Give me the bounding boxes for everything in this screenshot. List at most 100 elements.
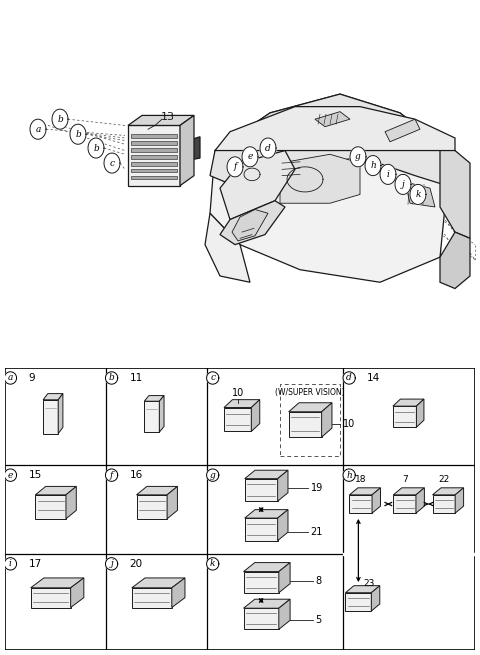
Text: a: a <box>36 124 41 134</box>
Polygon shape <box>393 399 424 406</box>
Text: 11: 11 <box>130 373 143 383</box>
Polygon shape <box>52 109 68 129</box>
Polygon shape <box>380 164 396 185</box>
Polygon shape <box>243 608 279 629</box>
Polygon shape <box>242 147 258 167</box>
Polygon shape <box>206 372 219 384</box>
Polygon shape <box>106 469 118 481</box>
Polygon shape <box>395 174 411 195</box>
Text: h: h <box>346 471 352 479</box>
Polygon shape <box>252 400 260 432</box>
Polygon shape <box>58 394 63 434</box>
Text: f: f <box>233 162 237 172</box>
Polygon shape <box>36 495 66 519</box>
Polygon shape <box>210 94 445 282</box>
Polygon shape <box>131 169 177 172</box>
Polygon shape <box>227 157 243 177</box>
Polygon shape <box>365 155 381 176</box>
Polygon shape <box>322 403 332 437</box>
Text: f: f <box>110 471 113 479</box>
Polygon shape <box>205 214 250 282</box>
Polygon shape <box>440 232 470 289</box>
Polygon shape <box>132 578 185 588</box>
Text: 19: 19 <box>311 483 323 493</box>
Polygon shape <box>279 599 290 629</box>
Text: g: g <box>210 471 216 479</box>
Text: 14: 14 <box>367 373 380 383</box>
Polygon shape <box>43 394 63 400</box>
Polygon shape <box>210 94 455 188</box>
Polygon shape <box>31 578 84 588</box>
Polygon shape <box>128 115 194 126</box>
Text: 18: 18 <box>355 475 367 483</box>
Polygon shape <box>88 138 104 158</box>
Polygon shape <box>167 487 178 519</box>
Text: c: c <box>109 159 115 168</box>
Polygon shape <box>344 553 475 555</box>
Polygon shape <box>232 210 268 241</box>
Text: i: i <box>386 170 389 179</box>
Polygon shape <box>36 487 76 495</box>
Polygon shape <box>132 588 172 608</box>
Polygon shape <box>343 372 355 384</box>
Polygon shape <box>315 111 350 126</box>
Text: 15: 15 <box>28 470 42 480</box>
Polygon shape <box>136 487 178 495</box>
Polygon shape <box>343 469 355 481</box>
Text: 5: 5 <box>315 615 322 625</box>
Polygon shape <box>131 176 177 179</box>
Polygon shape <box>131 162 177 166</box>
Polygon shape <box>245 510 288 518</box>
Polygon shape <box>243 572 279 593</box>
Polygon shape <box>70 124 86 144</box>
Polygon shape <box>224 400 260 407</box>
Text: 16: 16 <box>130 470 143 480</box>
Polygon shape <box>4 469 16 481</box>
Polygon shape <box>288 412 322 437</box>
Text: 20: 20 <box>130 559 143 569</box>
Text: j: j <box>110 559 113 569</box>
Polygon shape <box>4 557 16 570</box>
Polygon shape <box>245 479 277 501</box>
Polygon shape <box>131 148 177 152</box>
Polygon shape <box>220 151 295 219</box>
Polygon shape <box>455 488 464 513</box>
Text: 17: 17 <box>28 559 42 569</box>
Text: k: k <box>210 559 216 569</box>
Polygon shape <box>243 563 290 572</box>
Polygon shape <box>393 406 416 427</box>
Text: 10: 10 <box>343 419 355 430</box>
Text: d: d <box>265 143 271 153</box>
Polygon shape <box>243 599 290 608</box>
Polygon shape <box>106 372 118 384</box>
Polygon shape <box>224 407 252 432</box>
Polygon shape <box>385 119 420 141</box>
Text: i: i <box>9 559 12 569</box>
Text: 10: 10 <box>231 388 244 398</box>
Polygon shape <box>31 588 71 608</box>
Polygon shape <box>128 126 180 185</box>
Polygon shape <box>405 182 435 207</box>
Text: g: g <box>355 153 361 161</box>
Polygon shape <box>393 488 424 495</box>
Polygon shape <box>180 115 194 185</box>
Text: b: b <box>108 373 114 383</box>
Text: b: b <box>75 130 81 139</box>
Polygon shape <box>144 402 159 432</box>
Polygon shape <box>43 400 58 434</box>
Text: 21: 21 <box>311 527 323 536</box>
Polygon shape <box>71 578 84 608</box>
Text: (W/SUPER VISION): (W/SUPER VISION) <box>275 388 345 397</box>
Polygon shape <box>277 470 288 501</box>
Text: c: c <box>210 373 215 383</box>
Polygon shape <box>206 469 219 481</box>
Polygon shape <box>350 147 366 167</box>
Polygon shape <box>416 399 424 427</box>
Polygon shape <box>245 518 277 540</box>
Polygon shape <box>288 403 332 412</box>
Polygon shape <box>279 563 290 593</box>
Polygon shape <box>220 200 285 244</box>
Text: k: k <box>415 190 421 199</box>
Polygon shape <box>66 487 76 519</box>
Text: a: a <box>8 373 13 383</box>
